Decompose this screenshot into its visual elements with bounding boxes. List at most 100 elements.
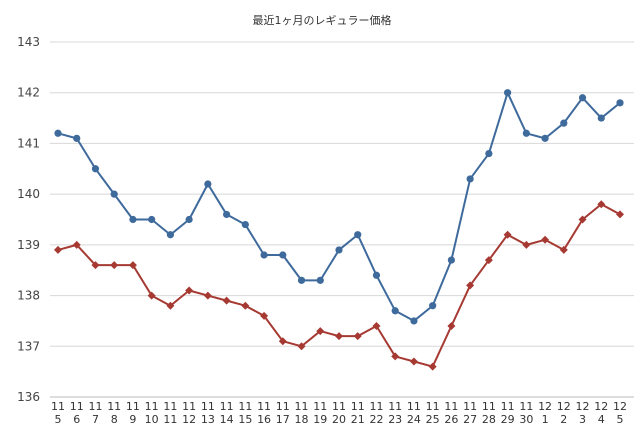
x-tick-month: 11 [88,400,102,413]
data-point [91,261,100,270]
data-point [391,307,399,315]
x-tick-day: 3 [579,413,586,426]
x-tick-month: 11 [163,400,177,413]
data-point [129,215,137,224]
data-point [560,119,568,127]
data-point [297,276,306,284]
data-point [504,89,512,97]
data-point [522,129,530,137]
x-axis-ticks: 1151161171181191110111111121113111411151… [51,400,627,426]
data-point [278,337,287,346]
x-tick-month: 11 [220,400,234,413]
data-point [185,286,194,295]
data-point [241,301,250,310]
y-tick-label: 138 [17,289,40,303]
x-tick-month: 11 [107,400,121,413]
x-tick-day: 28 [482,413,496,426]
y-tick-label: 137 [17,339,40,353]
x-tick-day: 26 [444,413,458,426]
data-point [316,276,324,284]
x-tick-day: 12 [182,413,196,426]
data-point [54,245,62,254]
grid [50,41,634,398]
x-tick-day: 13 [201,413,215,426]
data-point [522,240,531,249]
x-tick-day: 19 [313,413,327,426]
x-tick-day: 1 [542,413,549,426]
y-tick-label: 142 [17,86,40,100]
data-point [503,230,512,239]
data-point [148,215,156,224]
data-point [410,317,418,325]
data-point [204,180,212,188]
x-tick-day: 29 [501,413,515,426]
x-tick-month: 12 [538,400,552,413]
x-tick-month: 11 [407,400,421,413]
y-axis-ticks: 136 137 138 139 140 141 142 143 [17,35,40,404]
data-point [391,352,400,361]
data-point [128,261,137,270]
data-point [166,301,175,310]
x-tick-month: 11 [238,400,252,413]
data-point [616,210,624,219]
data-point [335,246,343,254]
x-tick-month: 11 [182,400,196,413]
data-point [166,231,174,239]
x-tick-day: 15 [238,413,252,426]
data-point [372,322,381,330]
data-point [578,215,587,224]
data-point [429,302,437,310]
y-tick-label: 141 [17,136,40,150]
data-point [466,175,474,183]
x-tick-month: 11 [388,400,402,413]
data-point [316,327,325,336]
series-2 [54,200,624,371]
series-line [57,203,621,368]
data-point [484,256,493,265]
data-point [260,251,268,259]
x-tick-day: 17 [276,413,290,426]
data-point [447,256,455,264]
x-tick-day: 20 [332,413,346,426]
data-point [597,114,605,122]
series-line [57,91,621,322]
y-tick-label: 139 [17,238,40,252]
data-point [485,149,493,158]
x-tick-month: 11 [332,400,346,413]
series-1 [54,89,624,325]
x-tick-day: 18 [295,413,309,426]
x-tick-month: 11 [444,400,458,413]
x-tick-day: 7 [92,413,99,426]
data-point [541,235,550,244]
data-point [559,245,568,254]
data-point [91,165,100,173]
y-tick-label: 140 [17,187,40,201]
x-tick-month: 11 [519,400,533,413]
data-point [260,311,269,320]
data-point [354,231,362,239]
x-tick-month: 11 [145,400,159,413]
data-point [147,291,156,300]
x-tick-month: 11 [51,400,65,413]
data-point [279,251,287,259]
data-point [428,362,437,371]
x-tick-month: 11 [351,400,365,413]
x-tick-month: 11 [70,400,84,413]
x-tick-month: 12 [613,400,627,413]
x-tick-month: 11 [463,400,477,413]
x-tick-day: 4 [598,413,605,426]
data-point [54,129,62,137]
x-tick-day: 5 [55,413,62,426]
data-point [110,261,119,270]
x-tick-day: 6 [73,413,80,426]
data-point [73,134,81,142]
x-tick-day: 10 [145,413,159,426]
x-tick-day: 30 [519,413,533,426]
x-tick-day: 2 [560,413,567,426]
x-tick-month: 11 [257,400,271,413]
x-tick-month: 11 [426,400,440,413]
x-tick-month: 11 [295,400,309,413]
data-point [185,215,193,224]
